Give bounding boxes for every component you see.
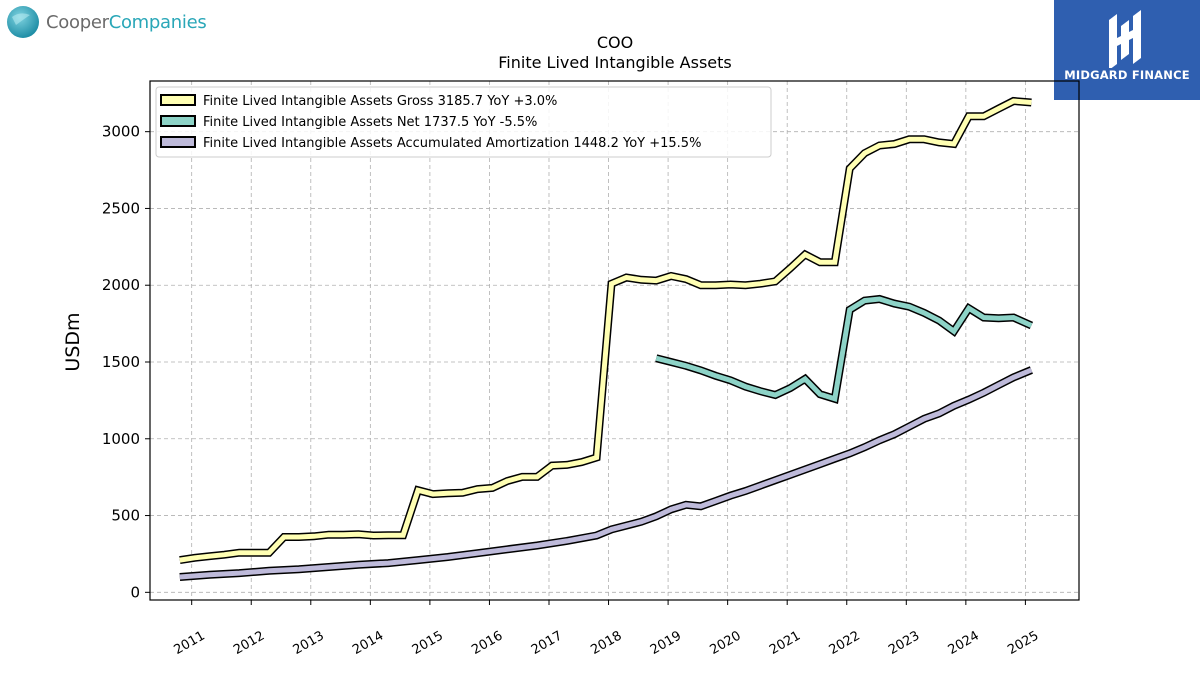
x-tick-label: 2017 — [529, 628, 565, 658]
y-tick-label: 3000 — [102, 123, 140, 141]
x-tick-label: 2011 — [172, 628, 208, 658]
logo-text: MIDGARD FINANCE — [1064, 68, 1190, 82]
legend-label: Finite Lived Intangible Assets Gross 318… — [203, 94, 557, 109]
y-axis-ticks: 0 500 1000 1500 2000 2500 3000 — [102, 123, 150, 601]
legend-swatch — [160, 115, 196, 127]
y-tick-label: 2000 — [102, 276, 140, 294]
brand-name-part2: Companies — [108, 11, 207, 33]
x-tick-label: 2012 — [231, 628, 267, 658]
x-tick-label: 2013 — [291, 628, 327, 658]
brand-name-part1: Cooper — [46, 11, 109, 33]
y-tick-label: 0 — [130, 583, 140, 601]
midgard-mark-icon — [1109, 10, 1141, 68]
x-tick-label: 2020 — [707, 628, 743, 658]
legend-label: Finite Lived Intangible Assets Accumulat… — [203, 136, 701, 151]
cooper-companies-logo: CooperCompanies — [6, 4, 207, 40]
x-tick-label: 2021 — [767, 628, 803, 658]
x-tick-label: 2023 — [886, 628, 922, 658]
series-line — [179, 98, 1032, 563]
globe-icon — [7, 6, 39, 38]
midgard-finance-logo: MIDGARD FINANCE — [1054, 0, 1200, 100]
x-tick-label: 2014 — [350, 628, 386, 658]
x-tick-label: 2019 — [648, 628, 684, 658]
y-axis-label: USDm — [62, 312, 84, 371]
legend-swatch — [160, 136, 196, 148]
legend-box — [155, 86, 772, 158]
y-tick-label: 1000 — [102, 430, 140, 448]
grid-lines — [150, 81, 1079, 600]
legend-swatch — [160, 94, 196, 106]
x-tick-label: 2024 — [946, 628, 982, 658]
series-outline — [179, 366, 1033, 581]
x-tick-label: 2015 — [410, 628, 446, 658]
series-line — [179, 367, 1033, 580]
y-tick-label: 2500 — [102, 199, 140, 217]
legend: Finite Lived Intangible Assets Gross 318… — [155, 86, 772, 158]
x-tick-label: 2016 — [469, 628, 505, 658]
plot-frame — [149, 80, 1080, 601]
y-tick-label: 1500 — [102, 353, 140, 371]
x-tick-label: 2025 — [1005, 628, 1041, 658]
series-line — [655, 296, 1033, 403]
y-tick-label: 500 — [111, 507, 140, 525]
x-tick-label: 2022 — [827, 628, 863, 658]
brand-name: CooperCompanies — [46, 11, 207, 33]
legend-label: Finite Lived Intangible Assets Net 1737.… — [203, 115, 537, 130]
x-axis-ticks: 2011 2012 2013 2014 2015 2016 2017 2018 2019 2020… — [172, 600, 1041, 658]
series-lines — [179, 96, 1034, 581]
chart-subtitle: Finite Lived Intangible Assets — [498, 53, 731, 72]
chart-title: COO — [597, 33, 633, 52]
x-tick-label: 2018 — [588, 628, 624, 658]
